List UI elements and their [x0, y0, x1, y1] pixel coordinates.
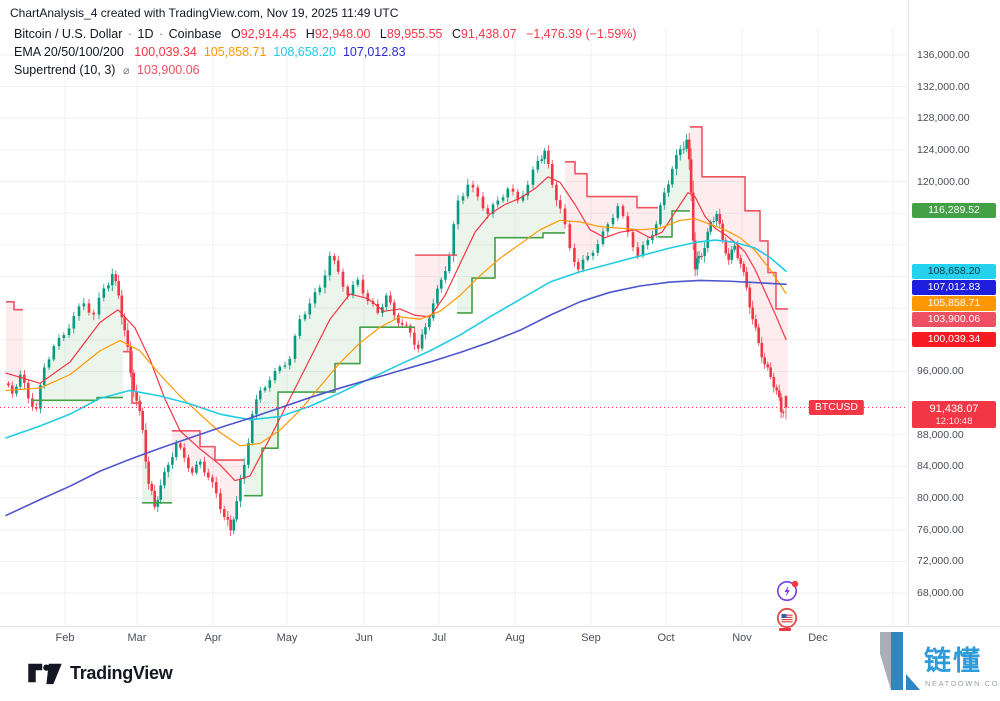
supertrend-up-price-label: 116,289.52 — [912, 203, 996, 219]
exchange-label: Coinbase — [168, 27, 222, 41]
month-tick-label: Mar — [127, 632, 147, 644]
legend-symbol-row[interactable]: Bitcoin / U.S. Dollar · 1D · Coinbase O9… — [14, 26, 637, 43]
legend-ema-row[interactable]: EMA 20/50/100/200 100,039.34 105,858.71 10… — [14, 44, 637, 61]
month-tick-label: May — [276, 632, 298, 644]
tradingview-logo[interactable]: TradingView — [28, 660, 173, 686]
price-tick-label: 80,000.00 — [917, 492, 964, 505]
page-title: ChartAnalysis_4 created with TradingView… — [10, 6, 399, 20]
event-icons — [776, 580, 800, 637]
source-circle-slash-icon: ⌀ — [122, 65, 130, 77]
price-tick-label: 84,000.00 — [917, 460, 964, 473]
last-price-tag: 91,438.07 12:10:48 — [912, 400, 996, 428]
price-tick-label: 96,000.00 — [917, 365, 964, 378]
ema20-price-label: 100,039.34 — [912, 331, 996, 347]
idea-lightning-icon[interactable] — [777, 580, 799, 601]
candlestick-chart[interactable] — [0, 0, 908, 626]
low-letter: L — [379, 27, 387, 41]
close-letter: C — [451, 27, 461, 41]
tradingview-mark-icon — [28, 663, 62, 685]
price-tick-label: 72,000.00 — [917, 555, 964, 568]
neatdown-domain: NEATDOWN.COM — [925, 679, 998, 688]
supertrend-down-price-label: 103,900.06 — [912, 311, 996, 327]
chart-plot-area[interactable]: BTCUSD — [0, 0, 908, 629]
price-tick-label: 124,000.00 — [917, 143, 970, 156]
price-scale[interactable]: 91,438.07 12:10:48 68,000.00 72,000.00 76,… — [908, 0, 1000, 626]
separator-dot: · — [158, 27, 164, 41]
tradingview-wordmark: TradingView — [70, 662, 173, 683]
time-scale[interactable]: Feb Mar Apr May Jun Jul Aug Sep Oct Nov Dec — [0, 626, 1000, 653]
price-tick-label: 120,000.00 — [917, 175, 970, 188]
high-letter: H — [305, 27, 315, 41]
change-value: −1,476.39 (−1.59%) — [526, 27, 637, 41]
month-tick-label: Aug — [505, 632, 525, 644]
ema50-price-label: 105,858.71 — [912, 295, 996, 311]
month-tick-label: Feb — [55, 632, 75, 644]
separator-dot: · — [127, 27, 133, 41]
current-bar-time-marker — [779, 628, 791, 631]
chart-legend: Bitcoin / U.S. Dollar · 1D · Coinbase O9… — [14, 26, 637, 81]
ema50-value: 105,858.71 — [203, 45, 267, 59]
ema100-price-label: 108,658.20 — [912, 263, 996, 279]
month-tick-label: Jul — [431, 632, 447, 644]
month-tick-label: Sep — [581, 632, 601, 644]
ema200-price-label: 107,012.83 — [912, 279, 996, 295]
legend-supertrend-row[interactable]: Supertrend (10, 3) ⌀ 103,900.06 — [14, 62, 637, 80]
neatdown-mark-icon — [880, 632, 920, 690]
month-tick-label: Dec — [808, 632, 828, 644]
footer-bar: TradingView 链懂 NEATDOWN.COM — [0, 632, 1000, 701]
us-flag-event-icon[interactable] — [776, 607, 798, 629]
symbol-axis-pill: BTCUSD — [808, 400, 864, 416]
high-value: 92,948.00 — [314, 27, 371, 41]
close-value: 91,438.07 — [460, 27, 517, 41]
month-tick-label: Oct — [657, 632, 675, 644]
price-tick-label: 88,000.00 — [917, 428, 964, 441]
price-tick-label: 128,000.00 — [917, 112, 970, 125]
ema20-value: 100,039.34 — [134, 45, 197, 59]
bar-close-countdown: 12:10:48 — [935, 415, 973, 427]
month-tick-label: Apr — [204, 632, 222, 644]
price-tick-label: 76,000.00 — [917, 523, 964, 536]
low-value: 89,955.55 — [386, 27, 443, 41]
neatdown-chinese-name: 链懂 — [924, 645, 982, 676]
ema200-value: 107,012.83 — [342, 45, 406, 59]
supertrend-label: Supertrend (10, 3) — [14, 63, 116, 77]
month-tick-label: Nov — [732, 632, 752, 644]
neatdown-logo[interactable]: 链懂 NEATDOWN.COM — [858, 630, 1000, 701]
open-letter: O — [230, 27, 241, 41]
month-tick-label: Jun — [355, 632, 373, 644]
interval-label[interactable]: 1D — [137, 27, 154, 41]
price-tick-label: 136,000.00 — [917, 48, 970, 61]
last-price-value: 91,438.07 — [929, 402, 979, 415]
price-tick-label: 68,000.00 — [917, 587, 964, 599]
ema100-value: 108,658.20 — [273, 45, 336, 59]
ema-label: EMA 20/50/100/200 — [14, 45, 124, 59]
open-value: 92,914.45 — [240, 27, 297, 41]
symbol-name: Bitcoin / U.S. Dollar — [14, 27, 123, 41]
price-tick-label: 132,000.00 — [917, 80, 970, 93]
ema-values: 100,039.34 105,858.71 108,658.20 107,012.83 — [127, 45, 405, 59]
supertrend-value: 103,900.06 — [137, 63, 200, 77]
